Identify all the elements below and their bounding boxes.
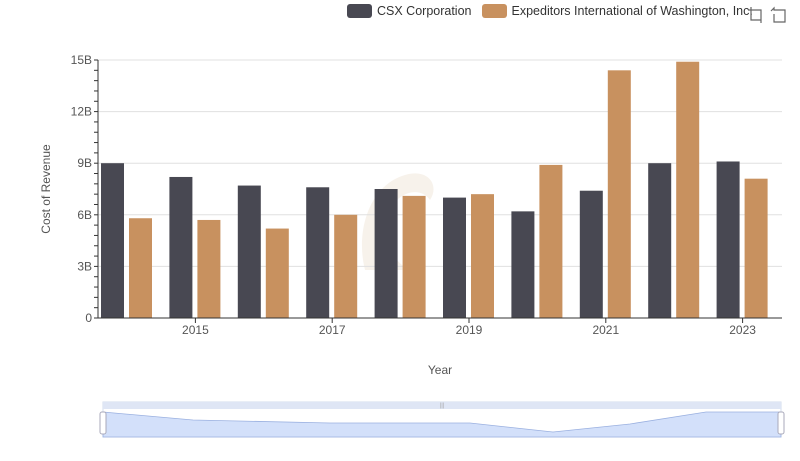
x-tick-labels: 2015 2017 2019 2021 2023	[182, 318, 756, 337]
y-tick-label: 15B	[71, 53, 92, 67]
y-tick-labels: 0 3B 6B 9B 12B 15B	[71, 53, 93, 325]
x-tick-label: 2021	[592, 323, 619, 337]
slider-top-bar[interactable]	[103, 402, 781, 409]
restore-icon[interactable]	[769, 6, 787, 24]
bar-expeditors-2022[interactable]	[676, 61, 700, 318]
y-tick-label: 0	[85, 311, 92, 325]
bars	[101, 61, 768, 318]
x-axis-label: Year	[428, 363, 452, 377]
zoom-slider[interactable]: |||	[99, 401, 785, 438]
bar-expeditors-2017[interactable]	[334, 214, 358, 318]
slider-handle-right[interactable]	[777, 411, 785, 435]
watermark-logo	[361, 173, 434, 270]
bar-expeditors-2016[interactable]	[265, 228, 289, 318]
y-tick-label: 9B	[77, 156, 92, 170]
bar-csx-2023[interactable]	[716, 161, 740, 318]
slider-grip-icon[interactable]: |||	[440, 403, 445, 409]
legend-label-csx: CSX Corporation	[377, 4, 472, 18]
legend-item-expeditors[interactable]: Expeditors International of Washington, …	[481, 4, 753, 18]
x-tick-label: 2023	[729, 323, 756, 337]
bar-expeditors-2019[interactable]	[471, 194, 494, 318]
axes	[94, 59, 782, 319]
bar-csx-2014[interactable]	[101, 163, 124, 318]
zoom-icon[interactable]	[747, 6, 765, 24]
grid-lines	[98, 59, 782, 267]
x-tick-label: 2019	[456, 323, 483, 337]
y-axis-label: Cost of Revenue	[39, 144, 53, 234]
bar-expeditors-2018[interactable]	[402, 195, 426, 318]
bar-csx-2020[interactable]	[511, 211, 535, 318]
y-tick-label: 6B	[77, 208, 92, 222]
y-tick-label: 3B	[77, 259, 92, 273]
slider-handle-left[interactable]	[99, 411, 107, 435]
x-tick-label: 2015	[182, 323, 209, 337]
bar-csx-2022[interactable]	[648, 163, 672, 318]
legend-swatch-csx	[347, 4, 372, 18]
y-tick-label: 12B	[71, 105, 92, 119]
legend-label-expeditors: Expeditors International of Washington, …	[511, 4, 753, 18]
bar-expeditors-2014[interactable]	[129, 218, 152, 318]
toolbox	[747, 6, 791, 24]
legend: CSX Corporation Expeditors International…	[347, 4, 763, 18]
slider-preview-area	[102, 411, 782, 438]
slider-track	[102, 401, 782, 438]
bar-expeditors-2023[interactable]	[744, 178, 768, 318]
bar-csx-2018[interactable]	[374, 189, 398, 318]
legend-item-csx[interactable]: CSX Corporation	[347, 4, 472, 18]
bar-expeditors-2020[interactable]	[539, 164, 563, 318]
bar-csx-2017[interactable]	[306, 187, 330, 318]
bar-csx-2016[interactable]	[237, 185, 261, 318]
bar-expeditors-2015[interactable]	[197, 219, 221, 318]
bar-expeditors-2021[interactable]	[607, 70, 631, 318]
legend-swatch-expeditors	[481, 4, 507, 18]
bar-csx-2015[interactable]	[169, 176, 193, 318]
bar-csx-2019[interactable]	[443, 197, 466, 318]
x-tick-label: 2017	[319, 323, 346, 337]
bar-csx-2021[interactable]	[579, 190, 603, 318]
